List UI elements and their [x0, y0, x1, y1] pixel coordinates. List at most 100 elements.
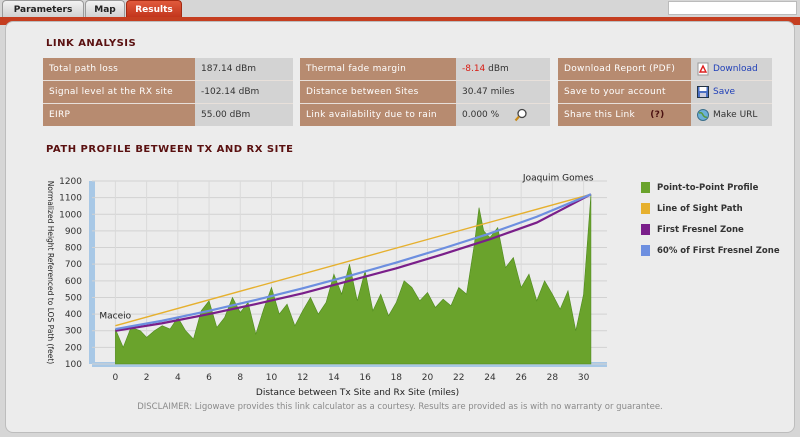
legend-swatch-fresnel: [641, 224, 650, 235]
thermal-fade-margin-value: -8.14 dBm: [456, 58, 550, 80]
save-link[interactable]: Save: [713, 87, 736, 97]
y-tick-label: 300: [65, 327, 82, 337]
y-tick-label: 200: [65, 343, 82, 353]
legend-label-profile: Point-to-Point Profile: [657, 183, 759, 193]
x-tick-label: 0: [113, 373, 119, 383]
link-table-2: Thermal fade margin -8.14 dBm Distance b…: [300, 58, 550, 126]
y-tick-label: 1200: [59, 177, 82, 187]
save-cell: Save: [691, 81, 772, 103]
tab-results[interactable]: Results: [126, 0, 182, 18]
thermal-fade-margin-number: -8.14: [462, 64, 486, 74]
y-tick-label: 900: [65, 227, 82, 237]
legend-label-fresnel-60: 60% of First Fresnel Zone: [657, 246, 780, 256]
thermal-fade-margin-unit: dBm: [488, 64, 509, 74]
y-tick-label: 1000: [59, 210, 82, 220]
y-axis-label: Normalized Height Referenced to LOS Path…: [46, 181, 55, 364]
total-path-loss-value: 187.14 dBm: [195, 58, 293, 80]
x-tick-label: 4: [175, 373, 181, 383]
x-tick-label: 12: [297, 373, 308, 383]
x-tick-label: 14: [328, 373, 340, 383]
link-table-3: Download Report (PDF) Download Save to y…: [558, 58, 772, 126]
row-total-path-loss: Total path loss 187.14 dBm: [43, 58, 293, 80]
search-input[interactable]: [668, 1, 797, 15]
y-axis-strip: [89, 181, 95, 364]
share-label: Share this Link (?): [558, 104, 691, 126]
line-of-sight-path: [115, 193, 592, 327]
y-tick-label: 500: [65, 293, 82, 303]
tab-map[interactable]: Map: [85, 0, 125, 18]
download-link[interactable]: Download: [713, 64, 758, 74]
row-download-report: Download Report (PDF) Download: [558, 58, 772, 80]
x-tick-label: 6: [206, 373, 212, 383]
legend-label-los: Line of Sight Path: [657, 204, 743, 214]
link-table-1: Total path loss 187.14 dBm Signal level …: [43, 58, 293, 126]
y-tick-label: 400: [65, 310, 82, 320]
x-tick-label: 30: [578, 373, 590, 383]
legend-swatch-fresnel-60: [641, 245, 650, 256]
y-tick-label: 700: [65, 260, 82, 270]
save-label: Save to your account: [558, 81, 691, 103]
distance-label: Distance between Sites: [300, 81, 456, 103]
terrain-profile-area: [115, 194, 592, 365]
x-tick-label: 18: [391, 373, 403, 383]
x-axis-label: Distance between Tx Site and Rx Site (mi…: [256, 388, 459, 398]
make-url-link[interactable]: Make URL: [713, 110, 758, 120]
total-path-loss-label: Total path loss: [43, 58, 195, 80]
eirp-label: EIRP: [43, 104, 195, 126]
legend-swatch-profile: [641, 182, 650, 193]
row-share: Share this Link (?) Make URL: [558, 104, 772, 126]
eirp-value: 55.00 dBm: [195, 104, 293, 126]
fresnel-60-line: [115, 193, 592, 331]
legend-label-fresnel: First Fresnel Zone: [657, 225, 744, 235]
link-availability-label: Link availability due to rain: [300, 104, 456, 126]
signal-level-value: -102.14 dBm: [195, 81, 293, 103]
link-analysis-title: LINK ANALYSIS: [46, 38, 137, 49]
path-profile-title: PATH PROFILE BETWEEN TX AND RX SITE: [46, 144, 294, 155]
download-report-label: Download Report (PDF): [558, 58, 691, 80]
row-eirp: EIRP 55.00 dBm: [43, 104, 293, 126]
x-tick-label: 2: [144, 373, 150, 383]
y-tick-label: 600: [65, 277, 82, 287]
divider: [558, 80, 772, 81]
x-tick-label: 24: [484, 373, 496, 383]
tab-bar: Parameters Map Results: [0, 0, 800, 18]
row-thermal-fade-margin: Thermal fade margin -8.14 dBm: [300, 58, 550, 80]
thermal-fade-margin-label: Thermal fade margin: [300, 58, 456, 80]
tab-parameters[interactable]: Parameters: [2, 0, 84, 18]
link-availability-cell: 0.000 %: [456, 104, 550, 126]
distance-value: 30.47 miles: [456, 81, 550, 103]
x-tick-label: 26: [515, 373, 527, 383]
x-tick-label: 16: [359, 373, 371, 383]
y-tick-label: 800: [65, 244, 82, 254]
divider: [43, 103, 293, 104]
x-tick-label: 10: [266, 373, 278, 383]
make-url-cell: Make URL: [691, 104, 772, 126]
row-save: Save to your account Save: [558, 81, 772, 103]
divider: [558, 103, 772, 104]
share-help[interactable]: (?): [650, 110, 665, 120]
row-link-availability: Link availability due to rain 0.000 %: [300, 104, 550, 126]
x-tick-label: 8: [237, 373, 243, 383]
legend-swatch-los: [641, 203, 650, 214]
y-tick-label: 1100: [59, 194, 82, 204]
save-icon: [697, 85, 709, 98]
rx-site-label: Joaquim Gomes: [522, 173, 594, 183]
globe-icon: [697, 108, 709, 121]
divider: [300, 103, 550, 104]
pdf-icon: [697, 62, 709, 75]
divider: [300, 80, 550, 81]
row-signal-level: Signal level at the RX site -102.14 dBm: [43, 81, 293, 103]
tx-site-label: Maceio: [99, 312, 131, 322]
row-distance: Distance between Sites 30.47 miles: [300, 81, 550, 103]
download-cell: Download: [691, 58, 772, 80]
x-tick-label: 20: [422, 373, 434, 383]
x-tick-label: 28: [547, 373, 559, 383]
disclaimer: DISCLAIMER: Ligowave provides this link …: [137, 402, 663, 412]
signal-level-label: Signal level at the RX site: [43, 81, 195, 103]
y-tick-label: 100: [65, 360, 82, 370]
x-tick-label: 22: [453, 373, 464, 383]
magnifier-icon[interactable]: [514, 108, 528, 122]
divider: [43, 80, 293, 81]
share-label-text: Share this Link: [564, 110, 636, 120]
